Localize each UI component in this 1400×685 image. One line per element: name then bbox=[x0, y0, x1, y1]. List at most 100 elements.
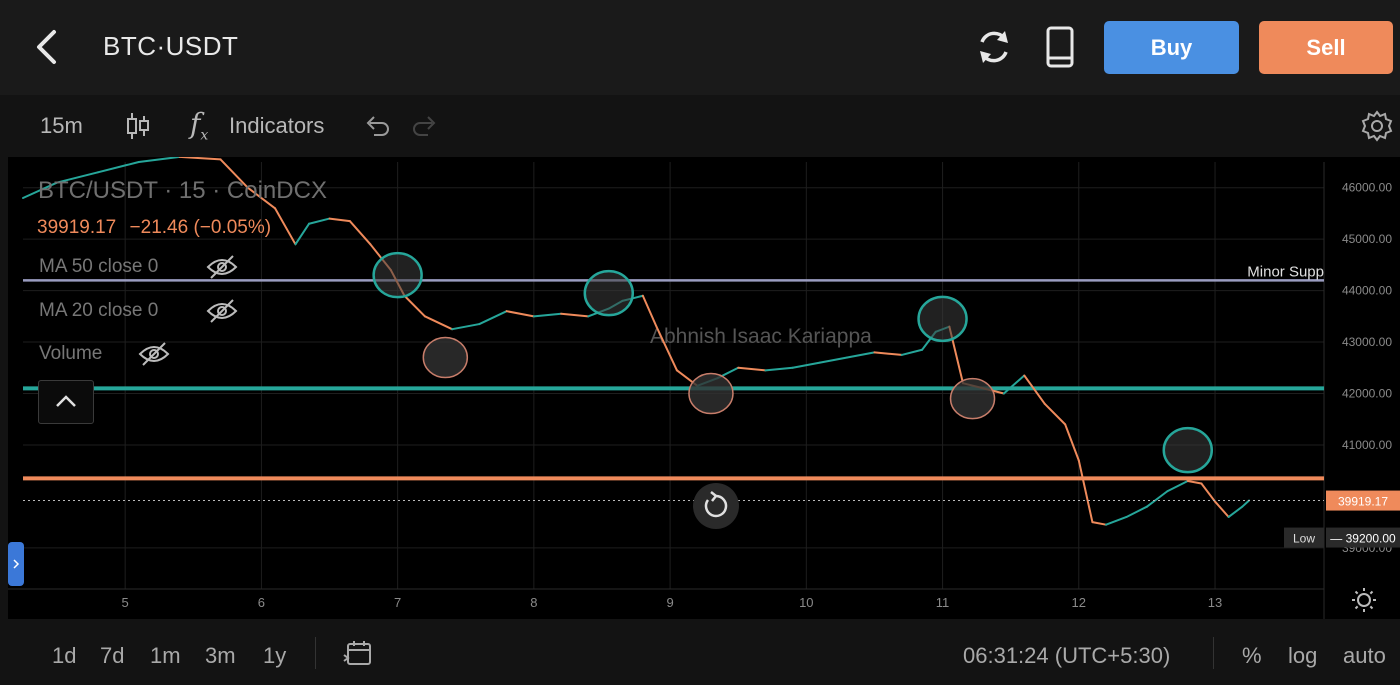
price-segment bbox=[1214, 500, 1230, 518]
minor-support-label: Minor Supp bbox=[1247, 263, 1324, 280]
auto-toggle[interactable]: auto bbox=[1343, 643, 1386, 668]
highlight-circle[interactable] bbox=[422, 336, 469, 379]
eye-off-icon[interactable] bbox=[138, 341, 170, 367]
collapse-legend-button[interactable] bbox=[38, 380, 94, 424]
price-segment bbox=[560, 312, 590, 318]
price-segment bbox=[1145, 490, 1169, 508]
y-tick-label: 43000.00 bbox=[1342, 335, 1392, 349]
low-label: Low bbox=[1293, 532, 1315, 546]
x-tick-label: 5 bbox=[122, 595, 129, 610]
price-segment bbox=[246, 186, 277, 210]
indicators-button[interactable]: Indicators bbox=[229, 113, 325, 138]
candles-icon[interactable] bbox=[124, 111, 152, 141]
price-segment bbox=[1091, 521, 1108, 526]
legend-price-row: 39919.17 −21.46 (−0.05%) bbox=[37, 217, 271, 239]
price-segment bbox=[1105, 515, 1128, 526]
x-tick-label: 6 bbox=[258, 595, 265, 610]
price-segment bbox=[423, 315, 454, 331]
pair-title: BTC·USDT bbox=[103, 31, 239, 61]
divider bbox=[1213, 637, 1214, 669]
x-tick-label: 11 bbox=[936, 595, 950, 610]
side-panel-toggle[interactable] bbox=[8, 542, 24, 586]
back-icon[interactable] bbox=[30, 28, 64, 66]
highlight-circle[interactable] bbox=[583, 269, 635, 317]
x-tick-label: 9 bbox=[666, 595, 673, 610]
fx-icon[interactable]: fx bbox=[190, 107, 209, 144]
low-tag bbox=[1284, 527, 1324, 548]
redo-icon[interactable] bbox=[412, 115, 438, 137]
range-1y[interactable]: 1y bbox=[263, 643, 287, 668]
highlight-circle[interactable] bbox=[688, 372, 734, 415]
undo-icon[interactable] bbox=[364, 115, 390, 137]
eye-off-icon[interactable] bbox=[206, 254, 238, 280]
log-toggle[interactable]: log bbox=[1288, 643, 1318, 668]
chart-area[interactable]: 5 6 7 8 9 10 11 12 13 46000.00 45000.00 44000.00 430… bbox=[8, 157, 1400, 619]
reset-icon bbox=[704, 491, 728, 518]
price-segment bbox=[478, 310, 508, 326]
y-tick-label: 44000.00 bbox=[1342, 284, 1392, 298]
price-chart[interactable]: 5 6 7 8 9 10 11 12 13 46000.00 45000.00 44000.00 430… bbox=[8, 157, 1400, 619]
low-price-tag bbox=[1326, 527, 1400, 548]
eye-off-icon[interactable] bbox=[206, 298, 238, 324]
price-segment bbox=[1023, 374, 1046, 405]
price-segment bbox=[348, 220, 372, 246]
price-segment bbox=[219, 158, 249, 189]
highlight-circle[interactable] bbox=[949, 377, 996, 420]
x-tick-label: 7 bbox=[394, 595, 401, 610]
y-tick-label: 45000.00 bbox=[1342, 232, 1392, 246]
price-segment bbox=[1241, 499, 1251, 508]
percent-toggle[interactable]: % bbox=[1242, 643, 1262, 668]
range-7d[interactable]: 7d bbox=[100, 643, 125, 668]
legend-price: 39919.17 bbox=[37, 217, 117, 238]
price-segment bbox=[1077, 459, 1094, 524]
price-segment bbox=[505, 310, 535, 318]
buy-button[interactable]: Buy bbox=[1104, 21, 1239, 74]
legend-title: BTC/USDT · 15 · CoinDCX bbox=[38, 177, 327, 204]
legend-study-volume[interactable]: Volume bbox=[39, 343, 103, 364]
axis-settings-icon[interactable] bbox=[1352, 588, 1376, 612]
reset-chart-button[interactable] bbox=[693, 483, 739, 529]
refresh-icon[interactable] bbox=[972, 24, 1016, 70]
price-segment bbox=[818, 356, 849, 364]
y-tick-label: 46000.00 bbox=[1342, 181, 1392, 195]
calendar-range-icon[interactable] bbox=[342, 639, 374, 669]
legend-study-ma50[interactable]: MA 50 close 0 bbox=[39, 256, 159, 277]
price-segment bbox=[737, 366, 767, 372]
highlight-circle[interactable] bbox=[372, 251, 423, 299]
price-segment bbox=[1002, 374, 1026, 395]
current-price-label: 39919.17 bbox=[1338, 495, 1388, 509]
top-bar: BTC·USDT Buy Sell bbox=[0, 0, 1400, 95]
bottom-bar: 1d 7d 1m 3m 1y 06:31:24 (UTC+5:30) % log… bbox=[0, 619, 1400, 685]
chevron-right-icon bbox=[13, 559, 20, 569]
x-tick-label: 12 bbox=[1072, 595, 1086, 610]
settings-icon[interactable] bbox=[1360, 109, 1394, 143]
legend-change: −21.46 (−0.05%) bbox=[129, 217, 272, 238]
price-segment bbox=[764, 366, 794, 372]
range-1d[interactable]: 1d bbox=[52, 643, 77, 668]
x-tick-label: 8 bbox=[530, 595, 537, 610]
low-price-label: — 39200.00 bbox=[1330, 532, 1396, 546]
x-tick-label: 10 bbox=[799, 595, 813, 610]
price-segment bbox=[1043, 402, 1067, 426]
interval-button[interactable]: 15m bbox=[40, 113, 83, 138]
price-segment bbox=[178, 157, 222, 161]
watermark: Abhnish Isaac Kariappa bbox=[650, 325, 872, 348]
phone-icon[interactable] bbox=[1038, 24, 1082, 70]
price-segment bbox=[791, 361, 821, 369]
price-segment bbox=[451, 323, 481, 331]
x-tick-label: 13 bbox=[1208, 595, 1222, 610]
price-segment bbox=[1125, 505, 1148, 518]
price-segment bbox=[846, 351, 876, 359]
highlight-circle[interactable] bbox=[1162, 426, 1214, 474]
price-segment bbox=[900, 348, 924, 356]
price-segment bbox=[1064, 423, 1080, 462]
range-1m[interactable]: 1m bbox=[150, 643, 181, 668]
price-segment bbox=[1200, 482, 1217, 503]
highlight-circle[interactable] bbox=[917, 295, 968, 343]
current-price-tag bbox=[1326, 490, 1400, 511]
sell-button[interactable]: Sell bbox=[1259, 21, 1393, 74]
legend-study-ma20[interactable]: MA 20 close 0 bbox=[39, 300, 159, 321]
chart-clock[interactable]: 06:31:24 (UTC+5:30) bbox=[963, 643, 1171, 668]
price-segment bbox=[137, 157, 181, 163]
range-3m[interactable]: 3m bbox=[205, 643, 236, 668]
